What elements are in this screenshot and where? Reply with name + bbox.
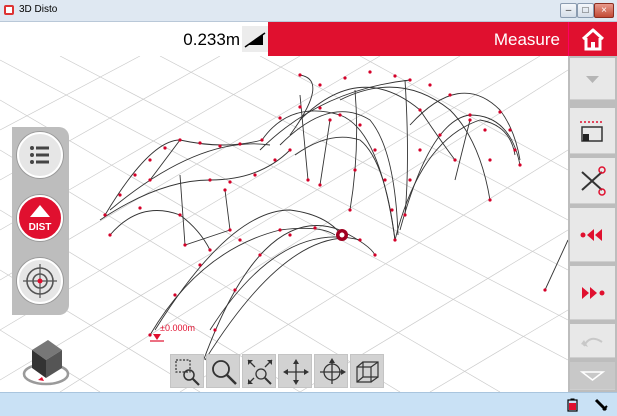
- home-button[interactable]: [568, 22, 617, 56]
- wireframe-box-icon: [356, 361, 379, 383]
- zoom-extents-button[interactable]: [242, 354, 276, 388]
- measured-points: [103, 70, 547, 372]
- window-titlebar: 3D Disto – □ ×: [0, 0, 617, 22]
- incline-icon: [244, 32, 266, 48]
- scroll-down-button[interactable]: [570, 362, 615, 390]
- view-cube-button[interactable]: [350, 354, 384, 388]
- previous-point-button[interactable]: [570, 208, 615, 262]
- navigation-cube[interactable]: [18, 330, 78, 390]
- app-icon: [4, 5, 14, 15]
- target-button[interactable]: [17, 258, 63, 304]
- up-arrow-icon: [30, 205, 50, 217]
- zoom-window-button[interactable]: [170, 354, 204, 388]
- pan-button[interactable]: [278, 354, 312, 388]
- right-toolbar: [568, 56, 617, 392]
- maximize-button[interactable]: □: [577, 3, 594, 18]
- connection-plug-icon: [594, 398, 608, 412]
- height-marker-label: ±0.000m: [160, 323, 195, 333]
- wall-measure-icon: [580, 121, 604, 142]
- close-button[interactable]: ×: [594, 3, 614, 18]
- battery-icon: [567, 398, 578, 412]
- scissors-icon: [581, 166, 606, 196]
- wall-tool-button[interactable]: [570, 108, 615, 154]
- mode-label: Measure: [493, 30, 560, 49]
- zoom-button[interactable]: [206, 354, 240, 388]
- distance-display: 0.233m: [0, 22, 268, 57]
- fast-forward-icon: [582, 287, 605, 299]
- navigation-cube-icon: [22, 340, 70, 386]
- scroll-up-button[interactable]: [570, 58, 615, 100]
- window-title: 3D Disto: [19, 4, 58, 15]
- undo-button[interactable]: [570, 324, 615, 358]
- view-toolbar: [170, 352, 406, 390]
- chevron-down-icon: [579, 371, 606, 381]
- minimize-button[interactable]: –: [560, 3, 577, 18]
- distance-value: 0.233m: [183, 30, 240, 49]
- list-icon: [30, 146, 49, 164]
- cut-tool-button[interactable]: [570, 158, 615, 204]
- chevron-down-icon: [586, 76, 599, 83]
- point-cloud-view: [0, 56, 568, 392]
- rewind-icon: [580, 229, 602, 241]
- incline-button[interactable]: [242, 26, 268, 52]
- undo-icon: [581, 337, 603, 347]
- top-toolbar: 0.233m Measure: [0, 22, 617, 57]
- mode-bar: Measure: [268, 22, 568, 56]
- magnifier-icon: [212, 360, 237, 385]
- left-tool-panel: DIST: [12, 127, 69, 315]
- orbit-button[interactable]: [314, 354, 348, 388]
- list-button[interactable]: [17, 132, 63, 178]
- ground-grid: [0, 56, 568, 392]
- status-bar: [0, 392, 617, 416]
- home-icon: [581, 28, 605, 51]
- dist-button-label: DIST: [28, 222, 52, 233]
- zoom-window-icon: [175, 359, 200, 386]
- dist-button[interactable]: DIST: [17, 195, 63, 241]
- pan-arrows-icon: [283, 359, 309, 385]
- current-point-marker: [336, 229, 348, 241]
- 3d-viewport[interactable]: ±0.000m: [0, 56, 568, 392]
- orbit-icon: [320, 358, 346, 384]
- zoom-extents-icon: [247, 359, 273, 385]
- next-point-button[interactable]: [570, 266, 615, 320]
- height-marker: [150, 334, 164, 342]
- target-icon: [23, 264, 57, 298]
